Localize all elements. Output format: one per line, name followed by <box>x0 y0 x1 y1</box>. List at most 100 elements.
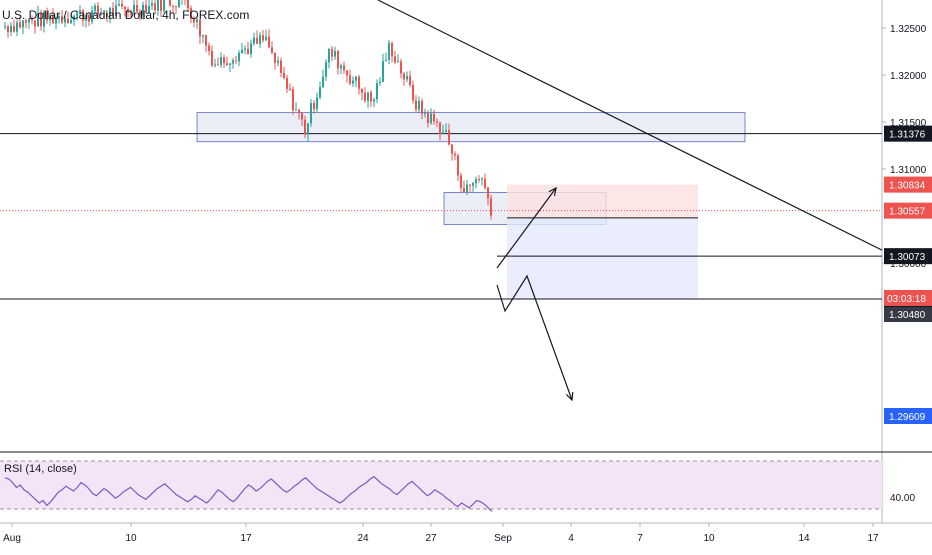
candle-body <box>241 49 243 54</box>
candle-body <box>25 20 27 23</box>
price-label-text: 1.30834 <box>889 181 926 192</box>
candle-body <box>67 18 69 24</box>
rsi-line[interactable] <box>4 475 493 512</box>
candle-body <box>391 43 393 57</box>
take-profit-box[interactable] <box>507 217 698 300</box>
candle-body <box>301 113 303 120</box>
candle-body <box>34 20 36 27</box>
candle-body <box>415 100 417 110</box>
candle-body <box>121 3 123 7</box>
candle-body <box>373 99 375 102</box>
candle-body <box>256 37 258 44</box>
candle-body <box>352 80 354 84</box>
trendline[interactable] <box>377 0 883 251</box>
candle-body <box>160 0 162 11</box>
candle-body <box>229 63 231 66</box>
candle-body <box>139 11 141 16</box>
candle-body <box>220 57 222 65</box>
candle-body <box>232 60 234 64</box>
candle-body <box>436 121 438 123</box>
candle-body <box>358 76 360 89</box>
candle-body <box>274 52 276 63</box>
candle-body <box>118 3 120 6</box>
time-tick-label: 14 <box>798 533 810 544</box>
candle-body <box>316 97 318 110</box>
candle-body <box>217 64 219 66</box>
candle-body <box>169 0 171 6</box>
candle-body <box>187 0 189 9</box>
candle-body <box>115 5 117 16</box>
stop-loss-box[interactable] <box>507 184 698 218</box>
candle-body <box>37 13 39 27</box>
candle-body <box>394 56 396 63</box>
candle-body <box>442 131 444 135</box>
price-tick-label: 1.32000 <box>890 71 927 82</box>
candle-body <box>445 130 447 132</box>
price-label-bid <box>884 408 932 424</box>
candle-body <box>22 20 24 28</box>
candle-body <box>31 19 33 21</box>
candle-body <box>175 5 177 7</box>
candle-body <box>172 5 174 7</box>
candle-body <box>349 75 351 84</box>
time-tick-label: 10 <box>703 533 715 544</box>
candle-body <box>337 50 339 69</box>
candle-body <box>355 76 357 81</box>
candle-body <box>481 178 483 180</box>
resistance-zone[interactable] <box>196 112 746 143</box>
candle-body <box>133 5 135 14</box>
candle-body <box>454 153 456 156</box>
time-tick-label: Aug <box>3 533 21 544</box>
candle-body <box>235 60 237 62</box>
candle-body <box>364 92 366 101</box>
candle-body <box>52 15 54 24</box>
candle-body <box>433 113 435 122</box>
candle-body <box>280 60 282 73</box>
candle-body <box>7 26 9 33</box>
candle-body <box>334 50 336 57</box>
candle-body <box>112 7 114 16</box>
candle-body <box>79 10 81 14</box>
candle-body <box>388 43 390 60</box>
price-label-text: 1.29609 <box>889 412 926 423</box>
candle-body <box>94 5 96 11</box>
candle-body <box>424 113 426 115</box>
candle-body <box>193 18 195 23</box>
candle-body <box>46 11 48 21</box>
bearish-projection-arrow[interactable] <box>496 274 573 401</box>
candle-body <box>97 5 99 15</box>
candle-body <box>211 50 213 66</box>
candle-body <box>268 36 270 48</box>
candle-body <box>451 144 453 154</box>
candle-body <box>325 62 327 77</box>
candle-body <box>196 19 198 23</box>
bullish-projection-arrow[interactable] <box>496 187 557 269</box>
countdown-label <box>884 290 932 306</box>
candle-body <box>427 113 429 123</box>
candle-body <box>286 77 288 89</box>
price-label-text: 1.31376 <box>889 130 926 141</box>
candle-body <box>361 88 363 93</box>
candle-body <box>439 122 441 135</box>
candle-body <box>313 103 315 110</box>
countdown-text: 03:03:18 <box>887 294 926 305</box>
candle-body <box>331 49 333 57</box>
candle-body <box>409 76 411 85</box>
candle-body <box>343 65 345 71</box>
candle-body <box>400 61 402 74</box>
price-label-text: 1.30557 <box>889 207 926 218</box>
price-tick-label: 1.31500 <box>890 118 927 129</box>
candle-body <box>295 109 297 111</box>
price-label-dark <box>884 125 932 142</box>
candle-body <box>319 87 321 98</box>
candle-body <box>472 183 474 186</box>
candle-body <box>223 57 225 64</box>
candle-body <box>202 35 204 37</box>
candle-body <box>154 3 156 11</box>
price-label-stop <box>884 176 932 193</box>
candle-body <box>370 92 372 102</box>
time-tick-label: 27 <box>425 533 437 544</box>
